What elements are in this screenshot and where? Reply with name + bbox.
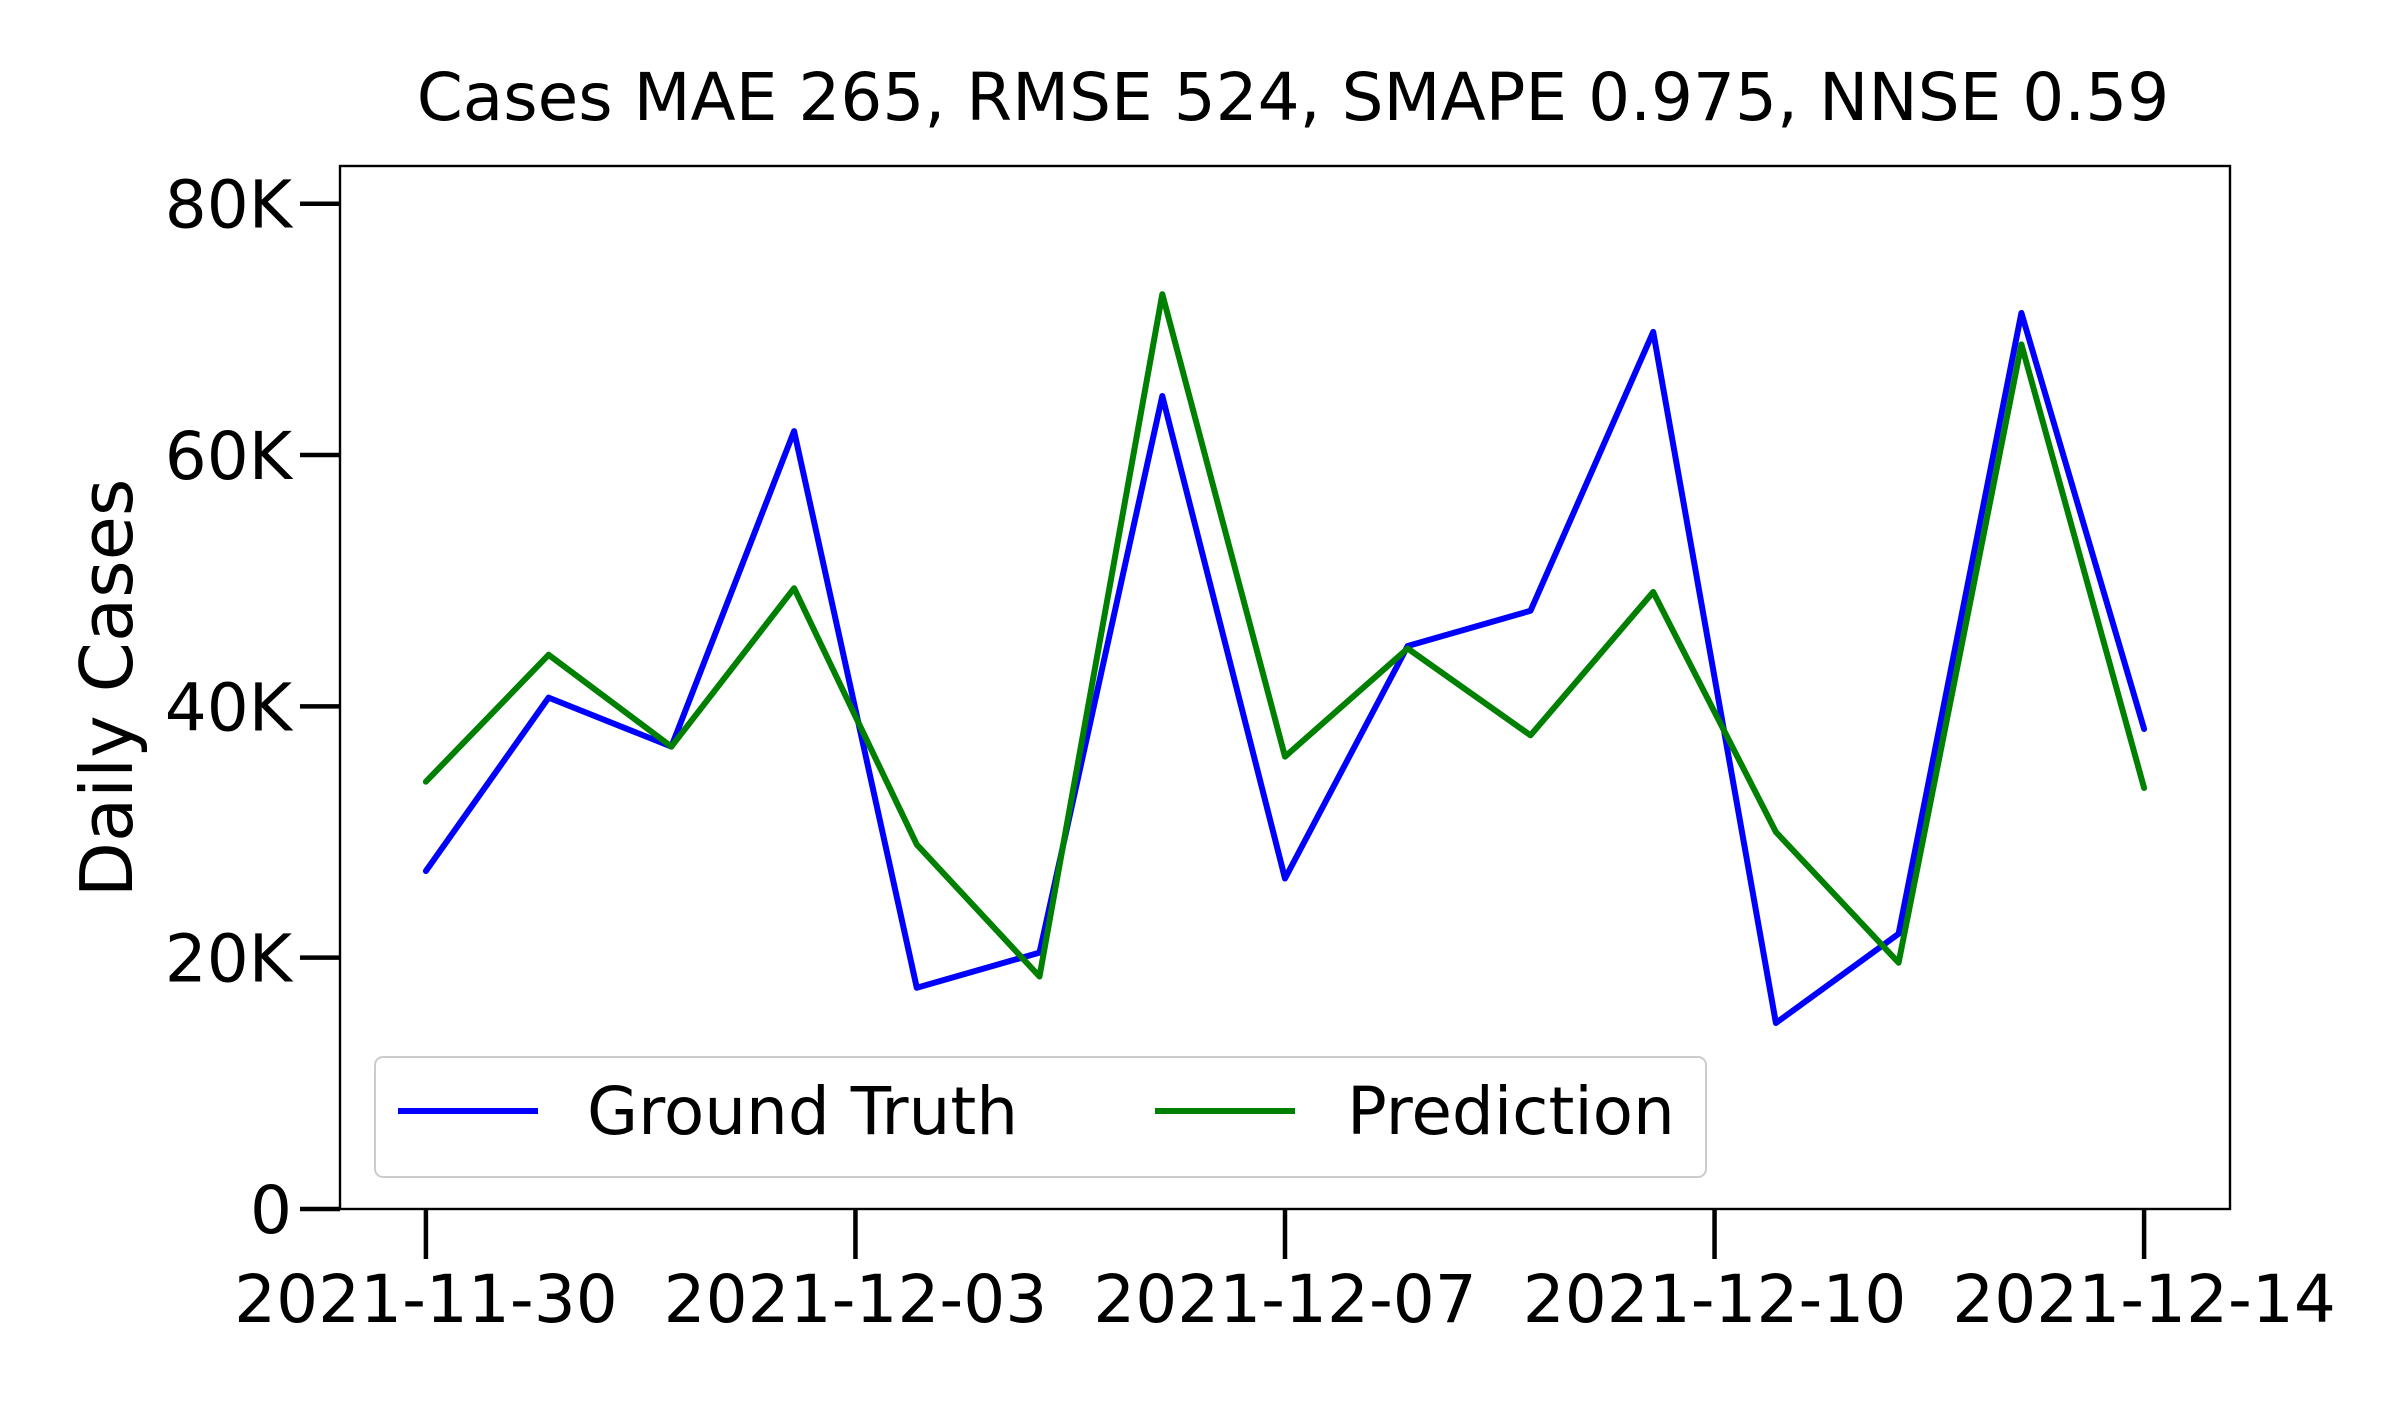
y-tick-label: 0 [250, 1172, 292, 1249]
y-axis: 0 20K 40K 60K 80K [165, 167, 340, 1249]
y-axis-label: Daily Cases [65, 479, 149, 898]
y-tick-label: 20K [165, 921, 294, 998]
legend-label-prediction: Prediction [1347, 1073, 1675, 1150]
x-tick-label: 2021-12-14 [1952, 1261, 2336, 1338]
ground-truth-line [422, 310, 2148, 1026]
y-tick-label: 60K [165, 418, 294, 495]
x-tick-label: 2021-12-10 [1523, 1261, 1907, 1338]
prediction-line [422, 291, 2148, 980]
legend: Ground Truth Prediction [374, 1056, 1707, 1178]
data-series [422, 291, 2148, 1026]
x-tick-label: 2021-12-03 [664, 1261, 1048, 1338]
legend-box [374, 1056, 1707, 1178]
x-axis: 2021-11-30 2021-12-03 2021-12-07 2021-12-10… [234, 1209, 2336, 1338]
plot-area-frame [338, 164, 2232, 1211]
chart-title: Cases MAE 265, RMSE 524, SMAPE 0.975, NN… [417, 59, 2170, 136]
y-tick-label: 40K [165, 669, 294, 746]
legend-label-ground-truth: Ground Truth [587, 1073, 1018, 1150]
x-tick-label: 2021-12-07 [1093, 1261, 1477, 1338]
x-tick-label: 2021-11-30 [234, 1261, 618, 1338]
y-tick-label: 80K [165, 167, 294, 244]
